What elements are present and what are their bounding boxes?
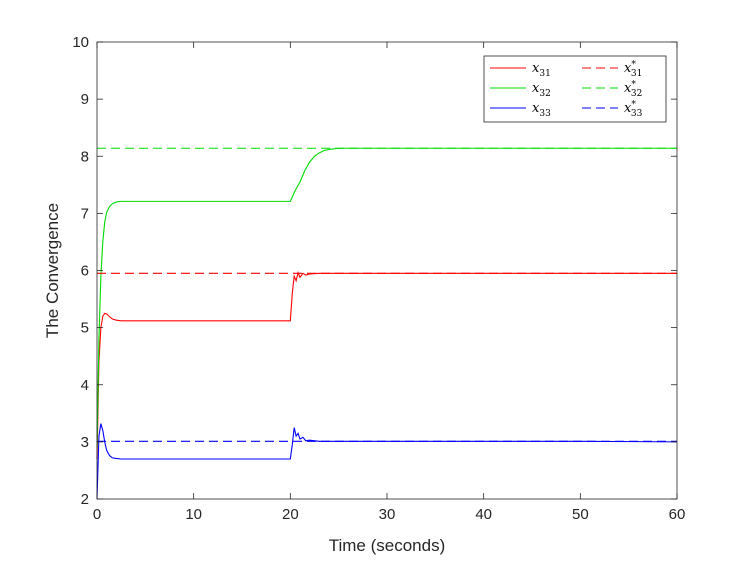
x-tick-label: 30 <box>379 506 396 523</box>
legend-box <box>483 55 667 123</box>
y-tick-label: 8 <box>81 148 89 165</box>
legend: x31 x32 x33 x* 31x* 32x* 33 <box>483 55 667 123</box>
legend-label: x33 <box>532 101 551 119</box>
axes-layer: 0 10 20 30 40 50 60 2 3 4 5 6 7 8 9 10 <box>72 34 685 523</box>
series-layer <box>96 147 678 500</box>
x-tick-label: 40 <box>475 506 492 523</box>
y-tick-label: 2 <box>81 491 89 508</box>
x-tick-label: 20 <box>282 506 299 523</box>
legend-label: x* 31 <box>624 60 642 79</box>
y-tick-label: 3 <box>81 434 89 451</box>
y-tick-label: 6 <box>81 263 89 280</box>
y-tick-label: 4 <box>81 377 89 394</box>
x-axis-label: Time (seconds) <box>329 536 446 555</box>
legend-label: x32 <box>532 81 551 99</box>
y-tick-label: 10 <box>72 34 89 51</box>
y-tick-label: 5 <box>81 320 89 337</box>
y-tick-label: 9 <box>81 91 89 108</box>
y-axis-label: The Convergence <box>43 203 62 338</box>
x-tick-label: 0 <box>93 506 101 523</box>
x-tick-label: 50 <box>572 506 589 523</box>
x-tick-label: 60 <box>669 506 686 523</box>
legend-label: x* 32 <box>624 80 642 99</box>
legend-label: x31 <box>532 61 551 79</box>
legend-label: x* 33 <box>624 100 643 119</box>
y-tick-label: 7 <box>81 205 89 222</box>
x-tick-label: 10 <box>185 506 202 523</box>
